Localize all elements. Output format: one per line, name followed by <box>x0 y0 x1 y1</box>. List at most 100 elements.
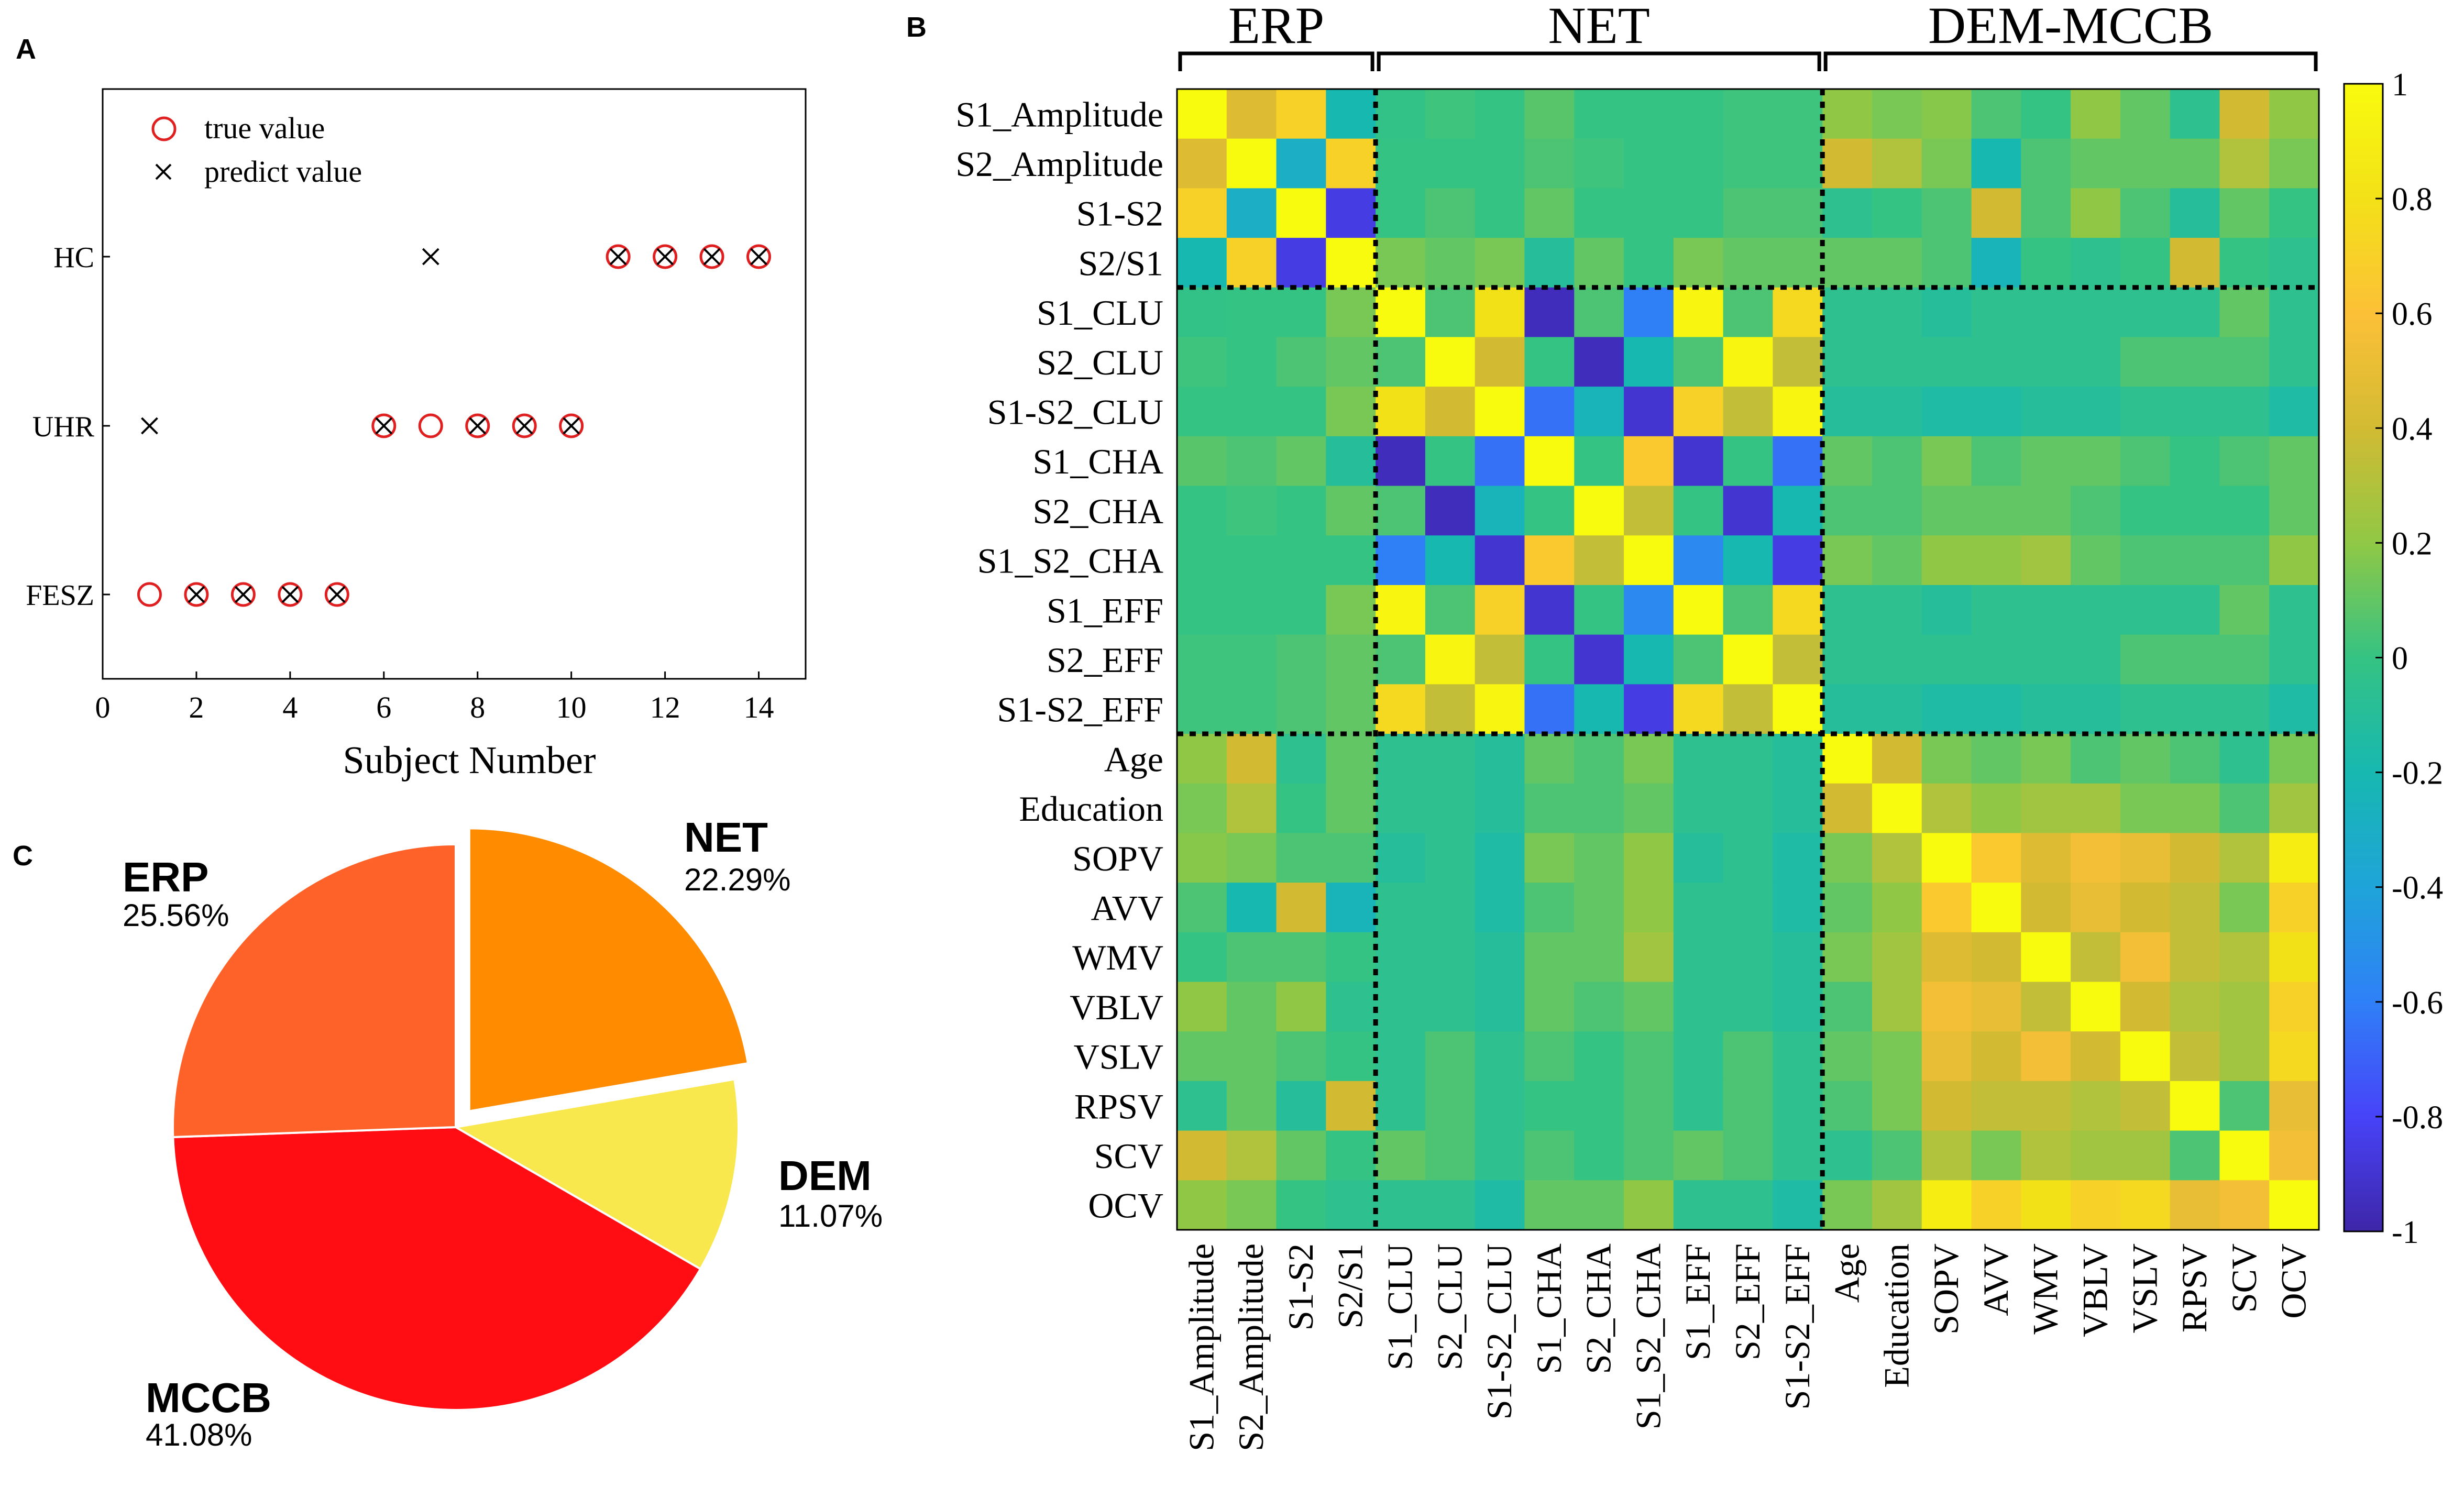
heatmap-cell <box>1822 783 1873 834</box>
heatmap-cell <box>1475 783 1525 834</box>
heatmap-cell <box>1921 287 1972 338</box>
heatmap-cell <box>1376 982 1426 1032</box>
heatmap-cell <box>1425 486 1476 536</box>
heatmap-cell <box>1872 585 1922 635</box>
heatmap-cell <box>2269 783 2319 834</box>
heatmap-cell <box>1822 1031 1873 1082</box>
heatmap-cell <box>2219 436 2270 487</box>
heatmap-cell <box>1822 287 1873 338</box>
heatmap-cell <box>1524 585 1575 635</box>
heatmap-cell <box>2170 337 2220 387</box>
heatmap-cell <box>2071 833 2121 883</box>
heatmap-cell <box>1226 436 1277 487</box>
heatmap-cell <box>1326 238 1376 288</box>
heatmap-cell <box>1574 238 1624 288</box>
heatmap-cell <box>2071 337 2121 387</box>
heatmap-cell <box>1524 535 1575 586</box>
heatmap-cell <box>1475 436 1525 487</box>
heatmap-cell <box>1475 89 1525 139</box>
heatmap-cell <box>2269 287 2319 338</box>
heatmap-cell <box>1376 1031 1426 1082</box>
heatmap-cell <box>1673 982 1724 1032</box>
heatmap-cell <box>1723 982 1773 1032</box>
heatmap-cell <box>1971 634 2021 685</box>
legend-true-label: true value <box>204 111 325 145</box>
colorbar-tick-label: 0.2 <box>2392 526 2433 561</box>
heatmap-cell <box>2071 387 2121 437</box>
colorbar-tick-label: 0.4 <box>2392 411 2433 447</box>
heatmap-cell <box>2170 138 2220 189</box>
heatmap-cell <box>1326 734 1376 784</box>
heatmap-cell <box>1624 783 1674 834</box>
heatmap-cell <box>1276 238 1326 288</box>
heatmap-cell <box>1574 1031 1624 1082</box>
heatmap-cell <box>1723 89 1773 139</box>
heatmap-cell <box>1475 1130 1525 1181</box>
scatter-frame <box>102 88 807 680</box>
heatmap-cell <box>1425 138 1476 189</box>
heatmap-cell <box>1276 1081 1326 1131</box>
heatmap-cell <box>2170 1081 2220 1131</box>
heatmap-cell <box>1773 486 1823 536</box>
heatmap-cell <box>2120 634 2171 685</box>
heatmap-cell <box>2120 734 2171 784</box>
heatmap-cell <box>1723 138 1773 189</box>
heatmap-cell <box>1624 982 1674 1032</box>
heatmap-cell <box>1326 138 1376 189</box>
heatmap-cell <box>2219 883 2270 933</box>
predict-value-point <box>656 248 674 266</box>
heatmap-cell <box>1822 734 1873 784</box>
heatmap-cell <box>1673 337 1724 387</box>
heatmap-cell <box>1475 883 1525 933</box>
heatmap-cell <box>1822 932 1873 983</box>
predict-value-point <box>563 417 580 435</box>
heatmap-cell <box>1326 486 1376 536</box>
heatmap-cell <box>1673 833 1724 883</box>
pie-value-mccb: 41.08% <box>146 1417 252 1452</box>
heatmap-cell <box>1425 436 1476 487</box>
heatmap-cell <box>1226 287 1277 338</box>
true-value-point <box>512 413 537 438</box>
heatmap-cell <box>1425 188 1476 238</box>
heatmap-cell <box>1971 337 2021 387</box>
heatmap-cell <box>1376 387 1426 437</box>
heatmap-cell <box>1177 287 1227 338</box>
row-label: S2_EFF <box>1047 640 1163 680</box>
heatmap-cell <box>1624 1180 1674 1230</box>
heatmap-cell <box>1624 238 1674 288</box>
heatmap-cell <box>2120 486 2171 536</box>
pie-slice-erp <box>171 843 457 1139</box>
heatmap-cell <box>1921 833 1972 883</box>
heatmap-cell <box>1574 883 1624 933</box>
row-label: S2/S1 <box>1078 243 1163 283</box>
heatmap-cell <box>1425 783 1476 834</box>
heatmap-cell <box>1574 982 1624 1032</box>
heatmap-cell <box>1326 634 1376 685</box>
heatmap-cell <box>2219 387 2270 437</box>
heatmap-cell <box>1822 585 1873 635</box>
heatmap-cell <box>2269 486 2319 536</box>
heatmap-cell <box>1524 89 1575 139</box>
row-label: WMV <box>1072 938 1163 977</box>
pie-label-dem: DEM <box>778 1152 872 1199</box>
heatmap-cell <box>1226 883 1277 933</box>
predict-value-point <box>515 417 533 435</box>
heatmap-cell <box>1673 883 1724 933</box>
heatmap-cell <box>2269 436 2319 487</box>
heatmap-cell <box>1425 932 1476 983</box>
heatmap-cell <box>1276 783 1326 834</box>
heatmap-cell <box>1773 932 1823 983</box>
heatmap-cell <box>1921 436 1972 487</box>
heatmap-cell <box>1425 89 1476 139</box>
heatmap-cell <box>2219 138 2270 189</box>
heatmap-cell <box>2120 684 2171 734</box>
predict-value-point <box>422 248 439 266</box>
scatter-y-axis: FESZ UHR HC <box>26 241 110 612</box>
heatmap-cell <box>2120 387 2171 437</box>
col-label: S2_Amplitude <box>1231 1243 1271 1451</box>
heatmap-cell <box>1624 188 1674 238</box>
heatmap-cell <box>1574 89 1624 139</box>
heatmap-cell <box>1624 138 1674 189</box>
true-value-point <box>606 244 631 269</box>
